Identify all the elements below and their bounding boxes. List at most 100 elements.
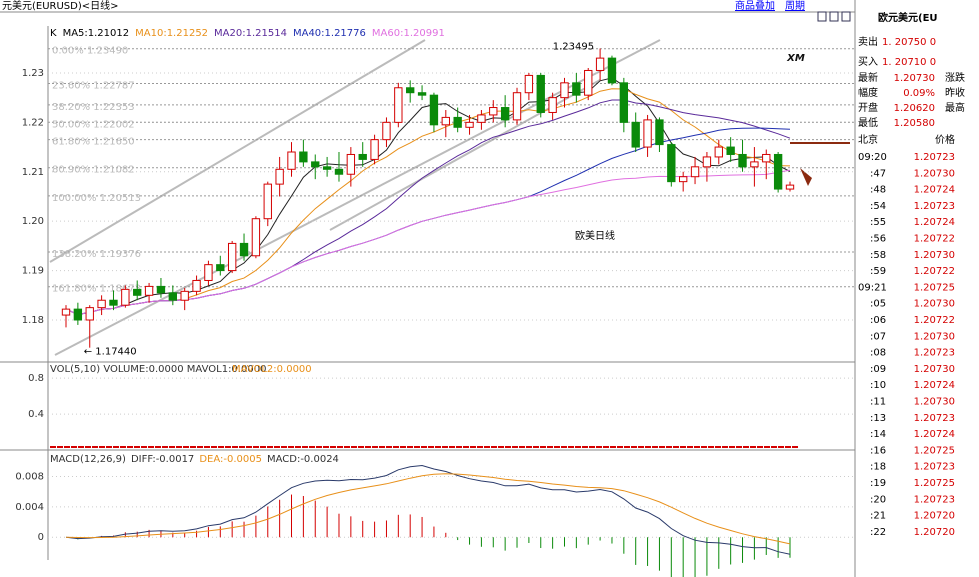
candle-body — [667, 144, 676, 183]
candle-body — [690, 166, 700, 178]
tick-time: :21 — [870, 511, 886, 522]
tick-price: 1.20723 — [914, 494, 955, 505]
candle-body — [61, 308, 71, 316]
candle-body — [168, 292, 177, 301]
candle-body — [785, 184, 795, 190]
tick-price: 1.20724 — [914, 185, 955, 196]
legend-item: DEA:-0.0005 — [199, 454, 262, 465]
stat-label: 最低 — [858, 116, 878, 129]
candle-body — [607, 57, 617, 84]
legend-item: MACD:-0.0024 — [267, 454, 339, 465]
tick-price: 1.20722 — [914, 234, 955, 245]
stat-value: 1.20730 — [894, 73, 935, 84]
tick-time: :14 — [870, 429, 886, 440]
legend-item: MACD(12,26,9) — [50, 454, 126, 465]
icon — [841, 11, 851, 22]
candle-body — [702, 156, 712, 168]
tick-time: :11 — [870, 397, 886, 408]
tick-price: 1.20723 — [914, 413, 955, 424]
annotation: 欧美日线 — [575, 229, 615, 242]
fib-label: 138.20% 1.19376 — [52, 249, 141, 260]
candle-body — [595, 57, 605, 71]
candle-body — [453, 116, 462, 128]
candle-body — [643, 119, 652, 148]
legend-item: MA60:1.20991 — [372, 28, 445, 39]
tick-price: 1.20730 — [914, 168, 955, 179]
tick-price: 1.20730 — [914, 331, 955, 342]
icon — [829, 11, 839, 22]
tick-time: :08 — [870, 348, 886, 359]
tick-price: 1.20723 — [914, 201, 955, 212]
stat-label: 昨收 — [945, 86, 965, 99]
tick-time: 09:20 — [858, 152, 887, 163]
stat-label: 涨跌 — [945, 71, 965, 84]
candle-body — [714, 146, 723, 158]
tick-price: 1.20720 — [914, 527, 955, 538]
icon — [817, 11, 827, 22]
candle-body — [382, 121, 391, 141]
candle-body — [750, 161, 759, 168]
candle-body — [394, 87, 403, 123]
candle-body — [655, 119, 664, 146]
candle-body — [133, 288, 142, 296]
candle-body — [548, 97, 557, 113]
stat-value: 0.09% — [903, 88, 935, 99]
candle-body — [536, 74, 545, 113]
y-tick-label: 0.4 — [28, 409, 44, 420]
candle-body — [489, 107, 498, 116]
tick-price: 1.20730 — [914, 364, 955, 375]
tick-price: 1.20724 — [914, 380, 955, 391]
legend-item: MA20:1.21514 — [214, 28, 287, 39]
stat-value: 1.20580 — [894, 118, 935, 129]
tick-time: :56 — [870, 234, 886, 245]
fib-label: 61.80% 1.21650 — [52, 137, 135, 148]
y-tick-label: 0.8 — [28, 373, 44, 384]
arrow — [800, 168, 812, 186]
tick-price: 1.20724 — [914, 429, 955, 440]
candle-body — [204, 264, 213, 281]
candle-body — [370, 139, 379, 160]
tick-time: 09:21 — [858, 282, 887, 293]
candle-body — [109, 299, 118, 306]
tick-time: :55 — [870, 217, 886, 228]
legend-item: K — [50, 28, 57, 39]
y-tick-label: 1.19 — [22, 266, 44, 277]
y-tick-label: 0 — [38, 532, 44, 543]
y-tick-label: 0.008 — [15, 472, 44, 483]
fib-label: 38.20% 1.22353 — [52, 102, 135, 113]
stat-label: 最高 — [945, 101, 965, 114]
tick-price: 1.20730 — [914, 299, 955, 310]
candle-body — [441, 116, 450, 126]
candle-body — [524, 74, 534, 94]
tick-time: :09 — [870, 364, 886, 375]
candle-body — [121, 288, 130, 306]
candle-body — [584, 69, 593, 96]
fib-label: 0.00% 1.23490 — [52, 46, 128, 57]
candle-body — [216, 264, 225, 272]
y-tick-label: 1.22 — [22, 117, 44, 128]
y-tick-label: 1.18 — [22, 315, 44, 326]
high-label: 1.23495 — [553, 41, 594, 52]
tick-time: :47 — [870, 168, 886, 179]
tick-price: 1.20725 — [914, 478, 955, 489]
tick-price: 1.20730 — [914, 250, 955, 261]
legend-item: DIFF:-0.0017 — [131, 454, 194, 465]
low-label: ← 1.17440 — [84, 347, 137, 358]
candle-body — [762, 153, 771, 163]
fib-label: 100.00% 1.20513 — [52, 193, 141, 204]
quote-label: 卖出 — [858, 35, 878, 48]
y-tick-label: 0.004 — [15, 502, 44, 513]
tick-price: 1.20722 — [914, 315, 955, 326]
candle-body — [73, 308, 83, 321]
stat-label: 幅度 — [858, 86, 878, 99]
quote-label: 买入 — [858, 56, 878, 68]
candle-body — [429, 94, 439, 126]
fib-label: 161.80% 1.18673 — [52, 284, 141, 295]
tick-time: :07 — [870, 331, 886, 342]
candle-body — [560, 82, 569, 99]
candle-body — [679, 176, 688, 183]
tick-time: :13 — [870, 413, 886, 424]
tick-time: :16 — [870, 445, 886, 456]
candle-body — [406, 87, 415, 94]
candle-body — [263, 183, 272, 220]
